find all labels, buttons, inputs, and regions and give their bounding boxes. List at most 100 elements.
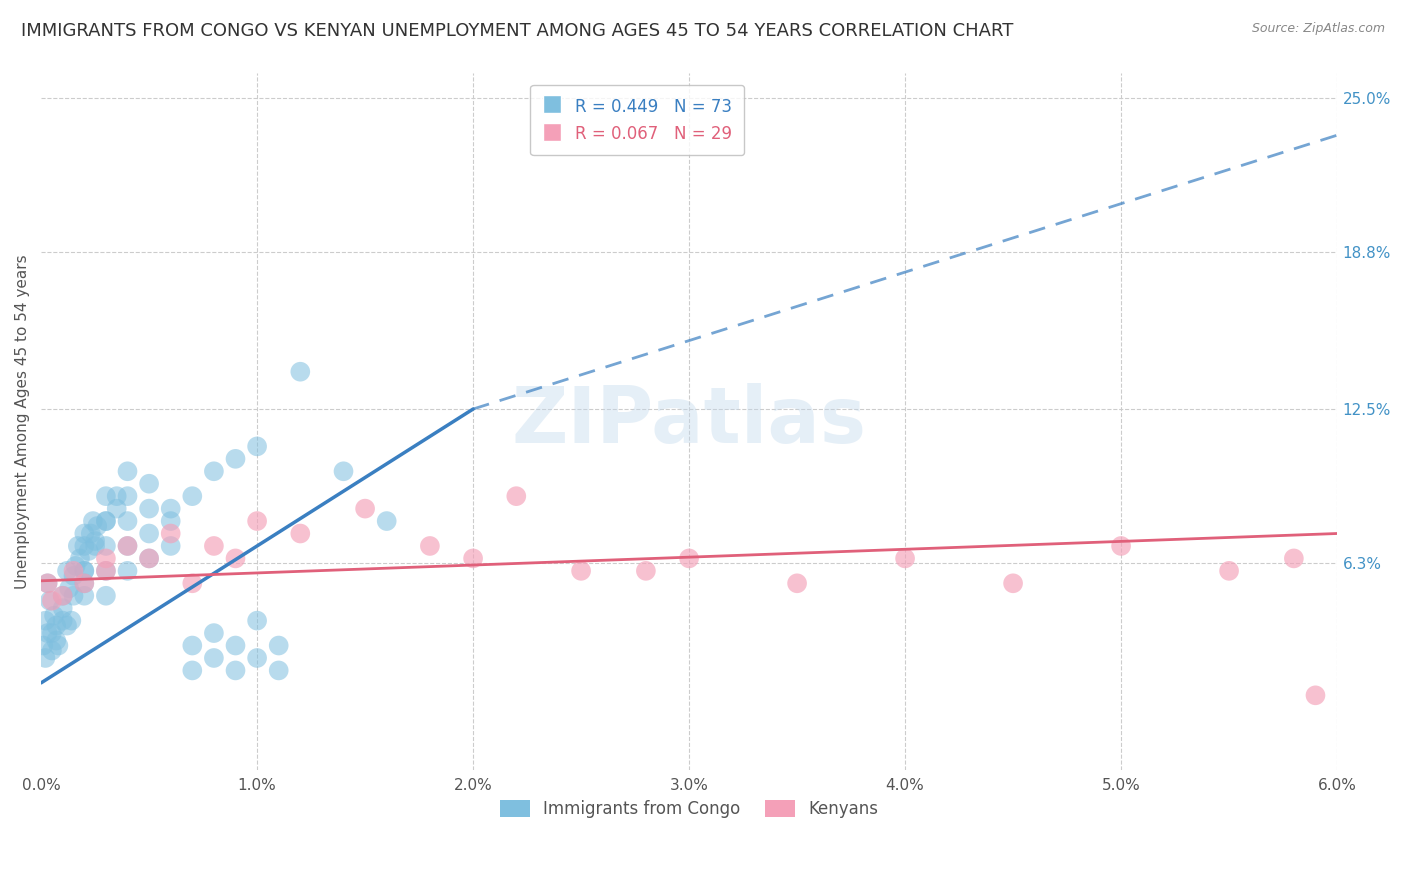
Point [246, 514, 269, 528]
Point [66, 539, 89, 553]
Point [246, 439, 269, 453]
Point [267, 664, 290, 678]
Point [634, 564, 657, 578]
Point [894, 551, 917, 566]
Point [117, 564, 139, 578]
Point [117, 464, 139, 478]
Point [159, 526, 181, 541]
Point [94, 539, 117, 553]
Point [181, 664, 204, 678]
Point [73, 576, 96, 591]
Point [138, 551, 160, 566]
Point [73, 539, 96, 553]
Point [65, 558, 87, 573]
Point [32, 639, 55, 653]
Point [419, 539, 441, 553]
Point [246, 651, 269, 665]
Point [58, 582, 80, 596]
Point [332, 464, 354, 478]
Point [224, 451, 246, 466]
Point [94, 514, 117, 528]
Point [1305, 689, 1327, 703]
Point [38, 593, 60, 607]
Point [73, 526, 96, 541]
Point [45, 618, 67, 632]
Point [42, 608, 65, 623]
Point [48, 639, 70, 653]
Point [786, 576, 808, 591]
Point [1282, 551, 1305, 566]
Point [80, 526, 103, 541]
Point [56, 564, 79, 578]
Point [290, 365, 312, 379]
Point [117, 514, 139, 528]
Point [375, 514, 398, 528]
Point [94, 551, 117, 566]
Point [224, 664, 246, 678]
Point [202, 651, 225, 665]
Point [202, 464, 225, 478]
Point [267, 639, 290, 653]
Point [138, 501, 160, 516]
Point [1002, 576, 1025, 591]
Point [105, 489, 128, 503]
Point [60, 614, 83, 628]
Point [181, 576, 204, 591]
Legend: Immigrants from Congo, Kenyans: Immigrants from Congo, Kenyans [494, 793, 886, 824]
Point [77, 544, 100, 558]
Point [117, 539, 139, 553]
Point [45, 633, 67, 648]
Point [73, 589, 96, 603]
Point [290, 526, 312, 541]
Point [94, 564, 117, 578]
Point [69, 551, 91, 566]
Point [73, 576, 96, 591]
Point [354, 501, 377, 516]
Point [138, 551, 160, 566]
Point [117, 489, 139, 503]
Point [224, 639, 246, 653]
Point [1218, 564, 1240, 578]
Point [117, 539, 139, 553]
Point [138, 526, 160, 541]
Point [569, 564, 592, 578]
Point [159, 539, 181, 553]
Point [202, 626, 225, 640]
Text: ZIPatlas: ZIPatlas [512, 384, 866, 459]
Point [41, 626, 63, 640]
Point [159, 514, 181, 528]
Point [138, 476, 160, 491]
Point [105, 501, 128, 516]
Point [181, 489, 204, 503]
Point [1109, 539, 1132, 553]
Point [505, 489, 527, 503]
Point [246, 614, 269, 628]
Point [224, 551, 246, 566]
Point [37, 576, 59, 591]
Text: Source: ZipAtlas.com: Source: ZipAtlas.com [1251, 22, 1385, 36]
Point [34, 651, 56, 665]
Point [52, 601, 75, 615]
Point [86, 519, 108, 533]
Point [73, 564, 96, 578]
Point [37, 576, 59, 591]
Point [461, 551, 484, 566]
Point [202, 539, 225, 553]
Point [678, 551, 700, 566]
Point [94, 589, 117, 603]
Point [41, 643, 63, 657]
Text: IMMIGRANTS FROM CONGO VS KENYAN UNEMPLOYMENT AMONG AGES 45 TO 54 YEARS CORRELATI: IMMIGRANTS FROM CONGO VS KENYAN UNEMPLOY… [21, 22, 1014, 40]
Point [41, 593, 63, 607]
Point [181, 639, 204, 653]
Point [73, 564, 96, 578]
Point [94, 564, 117, 578]
Point [159, 501, 181, 516]
Point [84, 539, 107, 553]
Point [62, 589, 84, 603]
Point [34, 614, 56, 628]
Point [62, 569, 84, 583]
Point [52, 614, 75, 628]
Point [62, 564, 84, 578]
Point [84, 533, 107, 548]
Point [82, 514, 104, 528]
